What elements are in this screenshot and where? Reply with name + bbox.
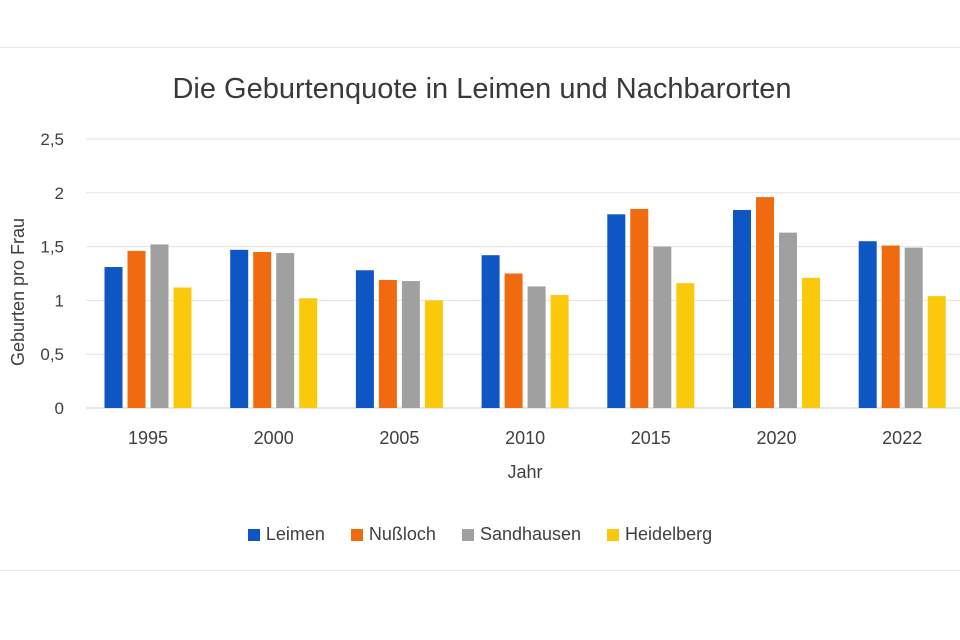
bar-nußloch-2000 <box>253 251 272 408</box>
bar-heidelberg-2022 <box>927 296 946 408</box>
bar-heidelberg-2005 <box>424 300 443 408</box>
x-tick-label: 2000 <box>254 428 294 448</box>
legend-swatch <box>607 528 620 541</box>
legend-item-sandhausen: Sandhausen <box>461 524 582 545</box>
x-axis-ticks: 1995 2000 2005 2010 2015 2020 2022 <box>128 428 922 448</box>
bars <box>104 197 946 408</box>
bar-leimen-1995 <box>104 267 123 408</box>
bar-sandhausen-2010 <box>527 286 546 408</box>
chart-title: Die Geburtenquote in Leimen und Nachbaro… <box>172 73 791 105</box>
bar-nußloch-2015 <box>630 208 649 408</box>
bar-leimen-2010 <box>481 255 500 408</box>
y-tick-label: 1 <box>55 291 64 310</box>
x-axis-label: Jahr <box>507 462 542 482</box>
top-divider <box>0 47 960 48</box>
x-tick-label: 2022 <box>882 428 922 448</box>
bar-nußloch-2010 <box>504 273 523 408</box>
bar-sandhausen-2022 <box>904 247 923 408</box>
y-tick-label: 1,5 <box>40 238 64 257</box>
bar-nußloch-2020 <box>756 197 774 408</box>
bar-sandhausen-2020 <box>779 232 797 408</box>
bar-heidelberg-2000 <box>299 298 318 408</box>
bar-nußloch-1995 <box>127 250 146 408</box>
y-axis-ticks: 0 0,5 1 1,5 2 2,5 <box>40 130 64 418</box>
legend-swatch <box>247 528 260 541</box>
legend-label: Leimen <box>265 524 325 544</box>
x-tick-label: 2020 <box>756 428 796 448</box>
bar-heidelberg-2010 <box>550 295 569 408</box>
x-tick-label: 2015 <box>631 428 671 448</box>
legend-label: Heidelberg <box>625 524 713 544</box>
legend-label: Nußloch <box>368 524 436 544</box>
bottom-divider <box>0 570 960 571</box>
legend-item-nußloch: Nußloch <box>350 524 436 545</box>
x-tick-label: 2010 <box>505 428 545 448</box>
legend-item-heidelberg: Heidelberg <box>607 524 712 545</box>
bar-heidelberg-2020 <box>802 277 820 408</box>
y-tick-label: 0,5 <box>40 345 64 364</box>
x-tick-label: 2005 <box>379 428 419 448</box>
legend-label: Sandhausen <box>479 524 582 544</box>
bar-nußloch-2022 <box>881 245 900 408</box>
y-axis-label: Geburten pro Frau <box>8 218 28 366</box>
bar-leimen-2005 <box>355 270 374 408</box>
bar-nußloch-2005 <box>378 279 397 408</box>
y-tick-label: 2,5 <box>40 130 64 149</box>
legend-swatch <box>350 528 363 541</box>
bar-sandhausen-2015 <box>653 246 672 408</box>
gridlines <box>86 138 960 409</box>
bar-sandhausen-1995 <box>150 244 169 408</box>
x-tick-label: 1995 <box>128 428 168 448</box>
y-tick-label: 0 <box>55 399 64 418</box>
bar-leimen-2000 <box>230 249 249 408</box>
bar-heidelberg-2015 <box>676 283 695 408</box>
legend: Leimen Nußloch Sandhausen Heidelberg <box>0 524 960 545</box>
bar-leimen-2020 <box>733 210 751 408</box>
bar-leimen-2022 <box>858 241 877 408</box>
bar-sandhausen-2005 <box>401 281 420 408</box>
bar-heidelberg-1995 <box>173 287 192 408</box>
legend-item-leimen: Leimen <box>247 524 325 545</box>
bar-sandhausen-2000 <box>276 253 295 408</box>
legend-swatch <box>461 528 474 541</box>
bar-leimen-2015 <box>607 214 626 408</box>
y-tick-label: 2 <box>55 184 64 203</box>
